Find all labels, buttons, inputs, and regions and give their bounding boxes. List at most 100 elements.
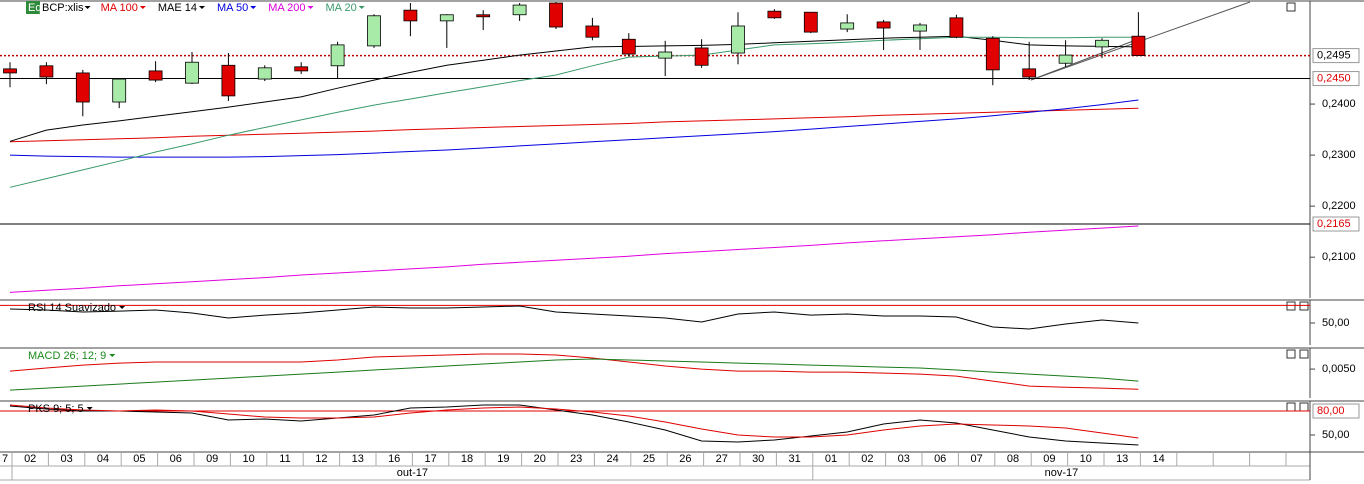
candle-body <box>949 17 964 38</box>
indicator-line <box>9 225 1139 293</box>
x-tick-label: 23 <box>570 453 582 465</box>
candle-body <box>294 66 309 72</box>
x-tick-label: 19 <box>497 453 509 465</box>
x-tick-label: 27 <box>716 453 728 465</box>
x-tick-label: 02 <box>861 453 873 465</box>
dropdown-arrow[interactable] <box>307 6 314 9</box>
x-tick-label: 06 <box>170 453 182 465</box>
price-box <box>1312 403 1360 419</box>
month-label: out-17 <box>397 467 428 479</box>
price-box <box>1312 216 1360 232</box>
y-tick-label: 50,00 <box>1322 429 1350 441</box>
panel-close[interactable] <box>1286 2 1296 12</box>
panel-close[interactable] <box>1286 402 1296 412</box>
month-label: nov-17 <box>1045 467 1079 479</box>
x-tick-label: 18 <box>461 453 473 465</box>
legend-entry[interactable]: MA 200 <box>268 2 305 14</box>
candle-body <box>221 64 236 97</box>
candle-body <box>112 78 127 103</box>
dropdown-arrow[interactable] <box>86 407 93 410</box>
candle-body <box>39 65 54 78</box>
candle-body <box>439 14 454 22</box>
x-tick-label: 24 <box>606 453 618 465</box>
candle-body <box>767 10 782 19</box>
panel-close[interactable] <box>1286 349 1296 359</box>
candle-body <box>549 2 563 28</box>
panel-close[interactable] <box>1286 301 1296 311</box>
dropdown-arrow[interactable] <box>199 6 206 9</box>
x-tick-label: 11 <box>279 453 290 465</box>
candle-body <box>367 15 381 47</box>
y-tick-label: 0,2200 <box>1322 200 1356 212</box>
x-tick-label: 13 <box>1116 453 1128 465</box>
candle-body <box>731 25 745 54</box>
x-tick-label: 12 <box>315 453 327 465</box>
candle-body <box>75 72 90 103</box>
price-box <box>1312 71 1360 87</box>
indicator-line <box>9 358 1139 391</box>
candle-body <box>330 44 345 67</box>
y-tick-label: 0,2400 <box>1322 98 1356 110</box>
candle-body <box>694 47 709 66</box>
x-tick-label: 07 <box>970 453 982 465</box>
indicator-line <box>9 107 1139 143</box>
y-tick-label: 0,0050 <box>1322 363 1356 375</box>
x-tick-label: 20 <box>534 453 546 465</box>
symbol-label[interactable]: BCP:xlis <box>42 2 84 14</box>
panel-title[interactable]: MACD 26; 12; 9 <box>28 350 106 362</box>
candle-body <box>1095 39 1109 48</box>
price-box-label: 0,2165 <box>1317 218 1351 230</box>
candle-body <box>876 21 891 29</box>
indicator-line <box>9 404 1139 439</box>
candle-body <box>185 61 199 84</box>
candle-body <box>476 14 491 18</box>
dropdown-arrow[interactable] <box>250 6 257 9</box>
candle-body <box>512 4 527 16</box>
candle-body <box>913 24 927 32</box>
candle-body <box>3 68 17 74</box>
dropdown-arrow[interactable] <box>109 354 116 357</box>
candle-body <box>658 51 673 59</box>
x-tick-label: 10 <box>242 453 254 465</box>
candle-body <box>1022 68 1037 78</box>
x-tick-label: 01 <box>825 453 837 465</box>
panel-title[interactable]: PKS 9; 5; 5 <box>28 403 84 415</box>
candle-body <box>403 9 418 22</box>
x-tick-label: 10 <box>1080 453 1092 465</box>
candle-body <box>1131 35 1146 56</box>
x-tick-label: 31 <box>788 453 800 465</box>
price-box-label: 80,00 <box>1317 405 1345 417</box>
panel-maximize[interactable] <box>1299 301 1309 311</box>
dropdown-arrow[interactable] <box>84 6 91 9</box>
legend-entry[interactable]: MA 100 <box>101 2 138 14</box>
indicator-line <box>9 305 1139 330</box>
x-tick-label: 25 <box>643 453 655 465</box>
x-tick-label: 26 <box>679 453 691 465</box>
legend-entry[interactable]: MAE 14 <box>158 2 197 14</box>
panel-maximize[interactable] <box>1299 402 1309 412</box>
candle-body <box>803 11 818 33</box>
panel-title[interactable]: RSI 14 Suavizado <box>28 302 116 314</box>
x-tick-label: 03 <box>898 453 910 465</box>
dropdown-arrow[interactable] <box>119 306 126 309</box>
candle-body <box>840 22 855 30</box>
candle-body <box>257 67 272 80</box>
candle-body <box>621 38 636 55</box>
y-tick-label: 0,2100 <box>1322 251 1356 263</box>
dropdown-arrow[interactable] <box>358 6 365 9</box>
x-tick-label: 02 <box>24 453 36 465</box>
panel-maximize[interactable] <box>1299 349 1309 359</box>
x-tick-label: 14 <box>1152 453 1164 465</box>
candle-body <box>1058 54 1073 64</box>
y-tick-label: 0,2300 <box>1322 149 1356 161</box>
legend-entry[interactable]: MA 50 <box>217 2 248 14</box>
y-tick-label: 50,00 <box>1322 317 1350 329</box>
price-box-label: 0,2450 <box>1317 72 1351 84</box>
legend-entry[interactable]: MA 20 <box>326 2 357 14</box>
badge-label: Eq <box>28 2 41 14</box>
candle-body <box>985 37 1000 71</box>
indicator-line <box>9 99 1139 158</box>
dropdown-arrow[interactable] <box>139 6 146 9</box>
x-tick-label: 08 <box>1007 453 1019 465</box>
